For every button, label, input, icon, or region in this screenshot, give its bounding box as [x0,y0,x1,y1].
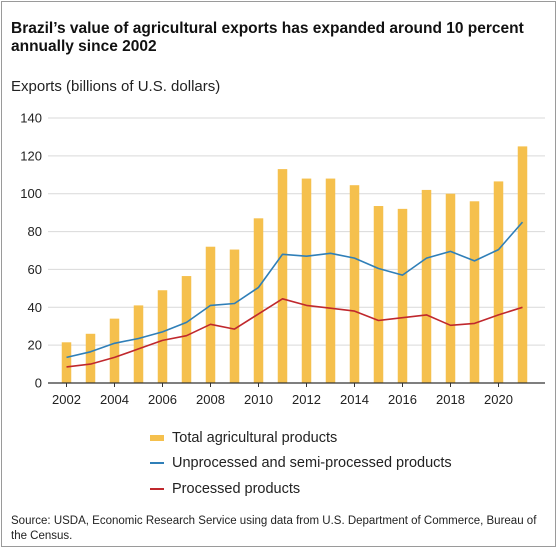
legend-swatch-total [150,434,164,441]
bar-total-2017 [421,189,432,383]
legend-label-unprocessed: Unprocessed and semi-processed products [172,455,452,472]
line-series [66,221,524,368]
bar-total-2008 [205,246,216,383]
y-tick-label: 20 [28,338,42,353]
y-tick-label: 60 [28,262,42,277]
y-tick-label: 40 [28,300,42,315]
x-tick-label: 2018 [436,392,465,407]
bar-total-2014 [349,185,360,383]
legend-item-processed: Processed products [150,476,452,502]
bar-total-2021 [517,146,528,383]
bar-series-total [61,146,528,383]
bar-total-2012 [301,178,312,383]
bar-total-2015 [373,206,384,383]
legend-item-unprocessed: Unprocessed and semi-processed products [150,451,452,477]
legend-swatch-processed [150,487,164,490]
bar-total-2010 [253,218,264,383]
y-tick-label: 0 [35,376,42,391]
axes: 0 20 40 60 80 100 120 140 2002 2004 2006 2008 2010 20… [20,111,545,407]
y-tick-label: 120 [20,148,42,163]
bar-total-2013 [325,178,336,383]
bar-total-2018 [445,193,456,383]
chart-plot: 0 20 40 60 80 100 120 140 2002 2004 2006 2008 2010 20… [20,111,545,407]
x-tick-label: 2002 [52,392,81,407]
x-tick-label: 2012 [292,392,321,407]
y-tick-label: 80 [28,224,42,239]
y-tick-label: 140 [20,111,42,126]
x-tick-label: 2016 [388,392,417,407]
gridlines [48,117,545,346]
bar-total-2011 [277,169,288,383]
bar-total-2016 [397,208,408,383]
legend: Total agricultural products Unprocessed … [150,425,452,502]
bar-total-2007 [181,276,192,383]
x-tick-label: 2010 [244,392,273,407]
bar-total-2004 [109,318,120,383]
source-note: Source: USDA, Economic Research Service … [11,515,537,542]
y-axis-title: Exports (billions of U.S. dollars) [11,78,221,95]
legend-label-processed: Processed products [172,480,301,497]
legend-item-total: Total agricultural products [150,425,452,451]
legend-swatch-unprocessed [150,462,164,465]
chart-title: Brazil’s value of agricultural exports h… [11,20,524,55]
bar-total-2005 [133,305,144,383]
bar-total-2002 [61,342,72,383]
bar-total-2009 [229,249,240,383]
x-tick-label: 2020 [484,392,513,407]
bar-total-2019 [469,201,480,383]
bar-total-2020 [493,181,504,383]
bar-total-2006 [157,290,168,383]
bar-total-2003 [85,333,96,383]
x-tick-label: 2004 [100,392,129,407]
x-tick-label: 2006 [148,392,177,407]
x-tick-label: 2008 [196,392,225,407]
legend-label-total: Total agricultural products [172,429,338,446]
x-tick-label: 2014 [340,392,369,407]
y-tick-label: 100 [20,186,42,201]
line-processed [66,297,523,368]
line-unprocessed [66,221,524,359]
